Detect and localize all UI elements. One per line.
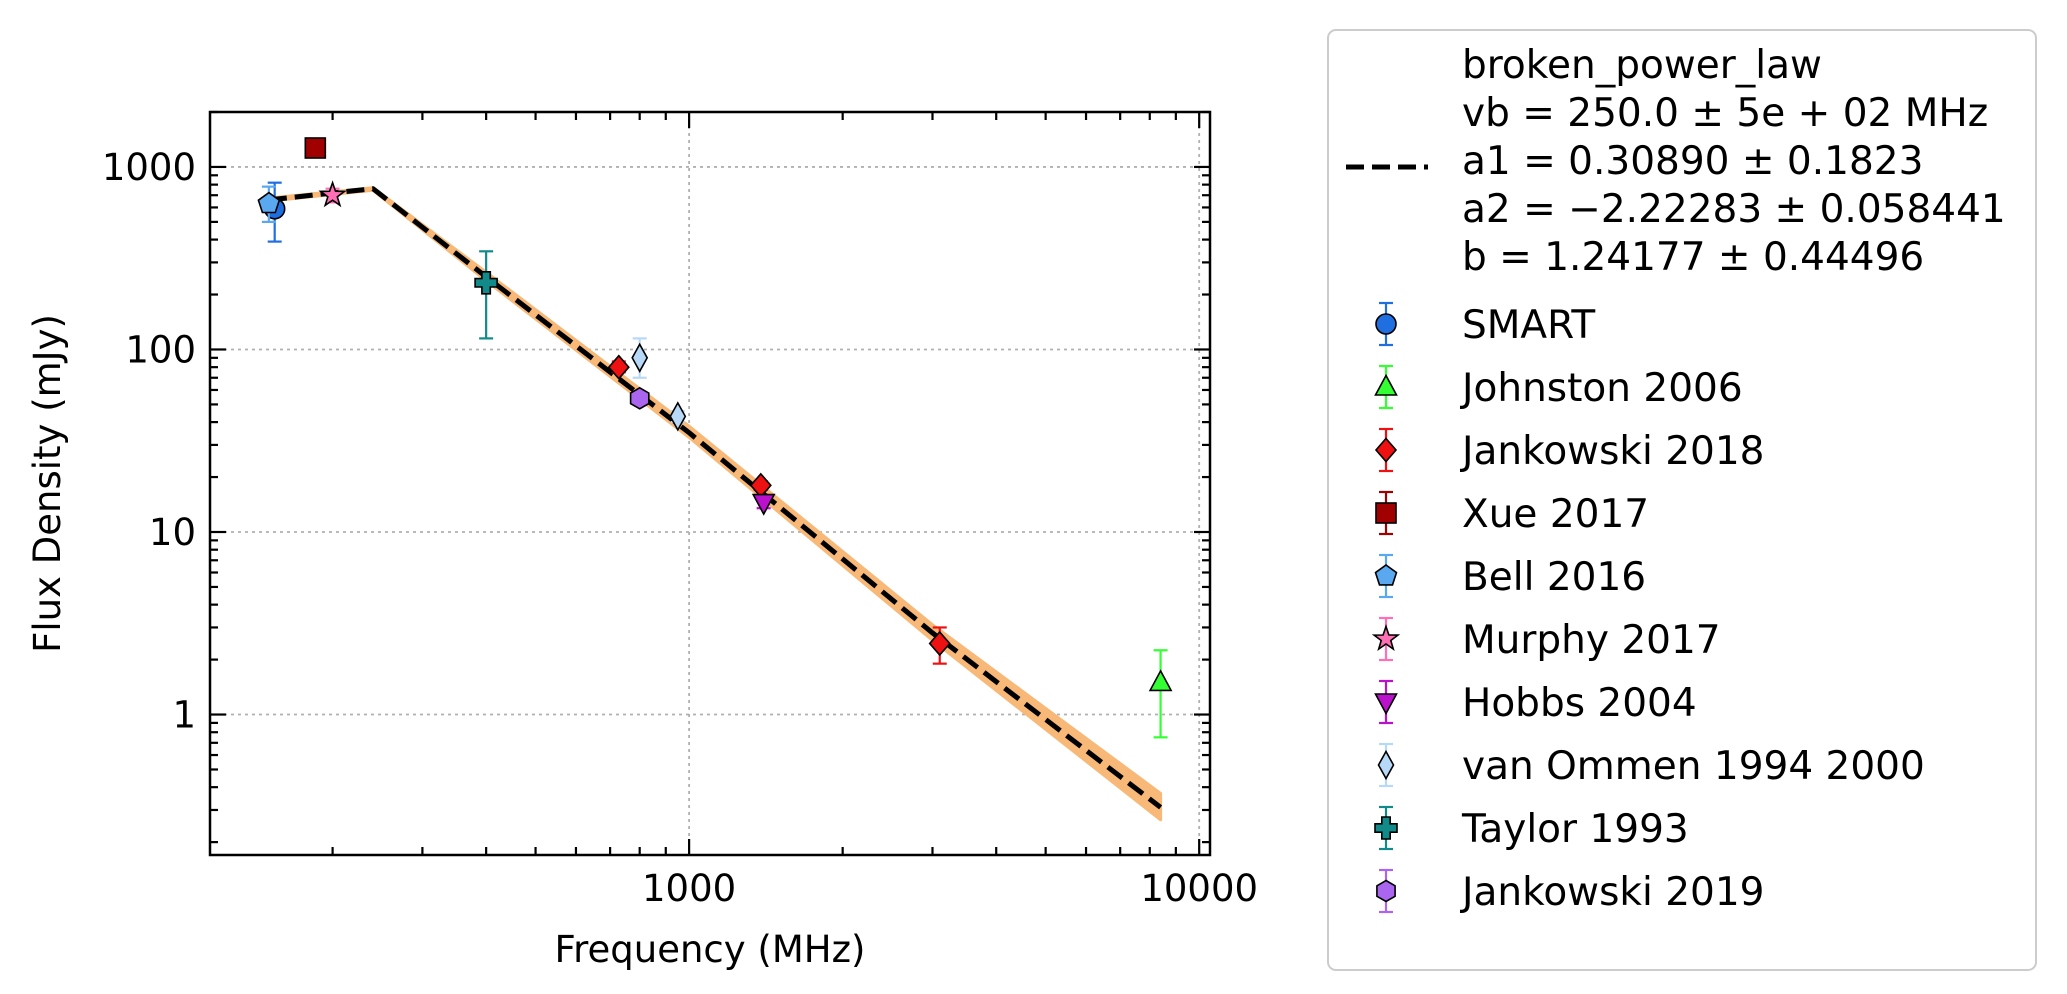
series-xue-2017 bbox=[304, 137, 327, 159]
legend-entry: Taylor 1993 bbox=[1374, 805, 1689, 852]
series-murphy-2017 bbox=[318, 180, 347, 208]
legend-marker bbox=[1374, 816, 1398, 840]
fit-uncertainty-band bbox=[267, 186, 1163, 822]
plot-frame bbox=[208, 110, 1212, 857]
data-point bbox=[257, 191, 281, 214]
legend-label: Jankowski 2018 bbox=[1459, 429, 1764, 474]
data-point bbox=[629, 386, 650, 410]
legend: broken_power_law vb = 250.0 ± 5e + 02 MH… bbox=[1327, 29, 2037, 971]
series-van-ommen-1994-2000 bbox=[631, 337, 687, 432]
series-hobbs-2004 bbox=[751, 493, 776, 516]
legend-box bbox=[1327, 29, 2037, 971]
data-point bbox=[474, 270, 498, 295]
legend-entry: Murphy 2017 bbox=[1371, 616, 1721, 663]
data-point bbox=[1148, 669, 1173, 692]
y-tick-label: 1 bbox=[172, 694, 196, 737]
series-jankowski-2018 bbox=[607, 354, 951, 665]
legend-marker bbox=[1375, 502, 1397, 524]
data-points bbox=[257, 137, 1173, 739]
legend-entries: SMART Johnston 2006 Jankowski 2018 Xue 2017… bbox=[1371, 301, 1925, 915]
axis-ticks bbox=[210, 110, 1210, 855]
legend-label: SMART bbox=[1462, 303, 1595, 348]
grid bbox=[210, 112, 1210, 855]
legend-entry: SMART bbox=[1375, 301, 1595, 348]
data-point bbox=[751, 493, 776, 516]
series-taylor-1993 bbox=[474, 250, 498, 340]
legend-entry: Bell 2016 bbox=[1374, 553, 1646, 600]
legend-label: Murphy 2017 bbox=[1462, 618, 1721, 663]
legend-label: Taylor 1993 bbox=[1461, 807, 1689, 852]
y-tick-label: 1000 bbox=[102, 146, 196, 189]
x-tick-label: 10000 bbox=[1140, 867, 1258, 910]
legend-label: Johnston 2006 bbox=[1459, 366, 1743, 411]
y-tick-label: 100 bbox=[125, 328, 196, 371]
legend-fit-param: b = 1.24177 ± 0.44496 bbox=[1462, 235, 1924, 280]
legend-entry: van Ommen 1994 2000 bbox=[1377, 742, 1925, 789]
x-tick-label: 1000 bbox=[642, 867, 736, 910]
legend-marker bbox=[1375, 313, 1397, 335]
legend-marker bbox=[1377, 749, 1395, 781]
legend-marker bbox=[1374, 693, 1398, 716]
series-jankowski-2019 bbox=[629, 386, 650, 410]
y-tick-label: 10 bbox=[149, 511, 196, 554]
legend-label: Jankowski 2019 bbox=[1459, 870, 1764, 915]
data-point bbox=[928, 630, 951, 657]
legend-fit-param: a2 = −2.22283 ± 0.058441 bbox=[1462, 187, 2006, 232]
legend-entry: Jankowski 2018 bbox=[1374, 427, 1764, 474]
legend-label: Xue 2017 bbox=[1462, 492, 1649, 537]
legend-fit-entry: broken_power_law vb = 250.0 ± 5e + 02 MH… bbox=[1346, 43, 2006, 280]
legend-entry: Johnston 2006 bbox=[1374, 364, 1743, 411]
legend-marker bbox=[1374, 437, 1398, 463]
data-point bbox=[669, 401, 687, 432]
legend-fit-param: a1 = 0.30890 ± 0.1823 bbox=[1462, 139, 1923, 184]
legend-entry: Hobbs 2004 bbox=[1374, 679, 1697, 726]
legend-marker bbox=[1371, 624, 1401, 652]
legend-label: van Ommen 1994 2000 bbox=[1462, 744, 1925, 789]
legend-fit-param: vb = 250.0 ± 5e + 02 MHz bbox=[1462, 91, 1988, 136]
legend-marker bbox=[1374, 564, 1398, 586]
data-point bbox=[304, 137, 327, 159]
x-axis-label: Frequency (MHz) bbox=[555, 928, 866, 971]
legend-label: Bell 2016 bbox=[1462, 555, 1646, 600]
data-point bbox=[318, 180, 347, 208]
legend-entry: Jankowski 2019 bbox=[1376, 868, 1764, 915]
legend-fit-name: broken_power_law bbox=[1462, 43, 1822, 88]
legend-entry: Xue 2017 bbox=[1375, 490, 1649, 537]
tick-labels: 1000 10000 1 10 100 1000 bbox=[102, 146, 1258, 910]
y-axis-label: Flux Density (mJy) bbox=[26, 314, 69, 653]
legend-label: Hobbs 2004 bbox=[1462, 681, 1697, 726]
series-bell-2016 bbox=[257, 185, 281, 223]
series-johnston-2006 bbox=[1148, 649, 1173, 739]
data-point bbox=[631, 342, 649, 373]
data-point bbox=[607, 354, 630, 380]
fit-band bbox=[267, 186, 1163, 822]
legend-marker bbox=[1374, 373, 1398, 396]
legend-marker bbox=[1376, 879, 1396, 903]
